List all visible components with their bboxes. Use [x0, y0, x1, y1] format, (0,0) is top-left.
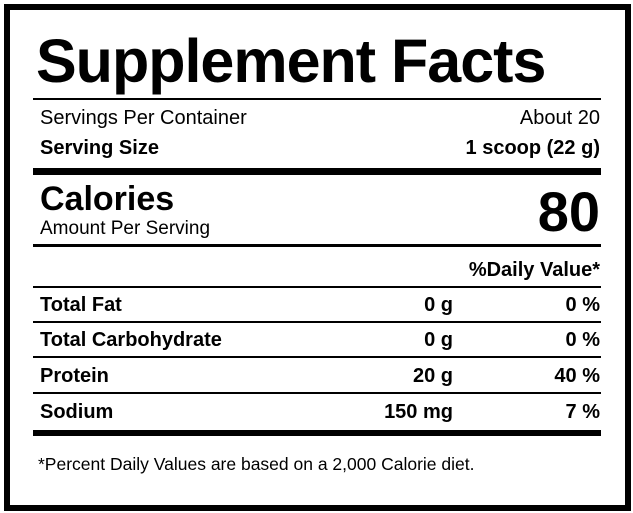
nutrient-name: Protein: [40, 365, 109, 387]
daily-value-header: %Daily Value*: [468, 259, 600, 281]
divider: [33, 244, 601, 247]
nutrient-dv: 0 %: [565, 294, 600, 316]
nutrient-dv: 7 %: [565, 401, 600, 423]
calories-value: 80: [537, 180, 600, 243]
nutrient-amount: 150 mg: [384, 401, 453, 423]
nutrient-dv: 40 %: [554, 365, 600, 387]
serving-size-value: 1 scoop (22 g): [465, 137, 600, 159]
nutrient-name: Total Fat: [40, 294, 122, 316]
calories-label: Calories: [40, 180, 175, 218]
nutrient-amount: 0 g: [424, 329, 453, 351]
serving-size-label: Serving Size: [40, 137, 159, 159]
amount-per-serving-label: Amount Per Serving: [40, 218, 211, 239]
nutrient-amount: 0 g: [424, 294, 453, 316]
divider: [33, 98, 601, 100]
label-border: [4, 4, 631, 511]
divider: [33, 286, 601, 288]
thick-divider: [33, 168, 601, 175]
divider: [33, 356, 601, 358]
nutrient-dv: 0 %: [565, 329, 600, 351]
label-title: Supplement Facts: [36, 27, 546, 95]
divider: [33, 392, 601, 394]
nutrient-amount: 20 g: [412, 365, 453, 387]
divider: [33, 321, 601, 323]
servings-per-container-value: About 20: [519, 107, 600, 129]
servings-per-container-label: Servings Per Container: [40, 107, 247, 129]
nutrient-name: Sodium: [40, 401, 114, 423]
footnote: *Percent Daily Values are based on a 2,0…: [38, 454, 475, 474]
thick-divider: [33, 430, 601, 436]
nutrient-name: Total Carbohydrate: [40, 329, 222, 351]
